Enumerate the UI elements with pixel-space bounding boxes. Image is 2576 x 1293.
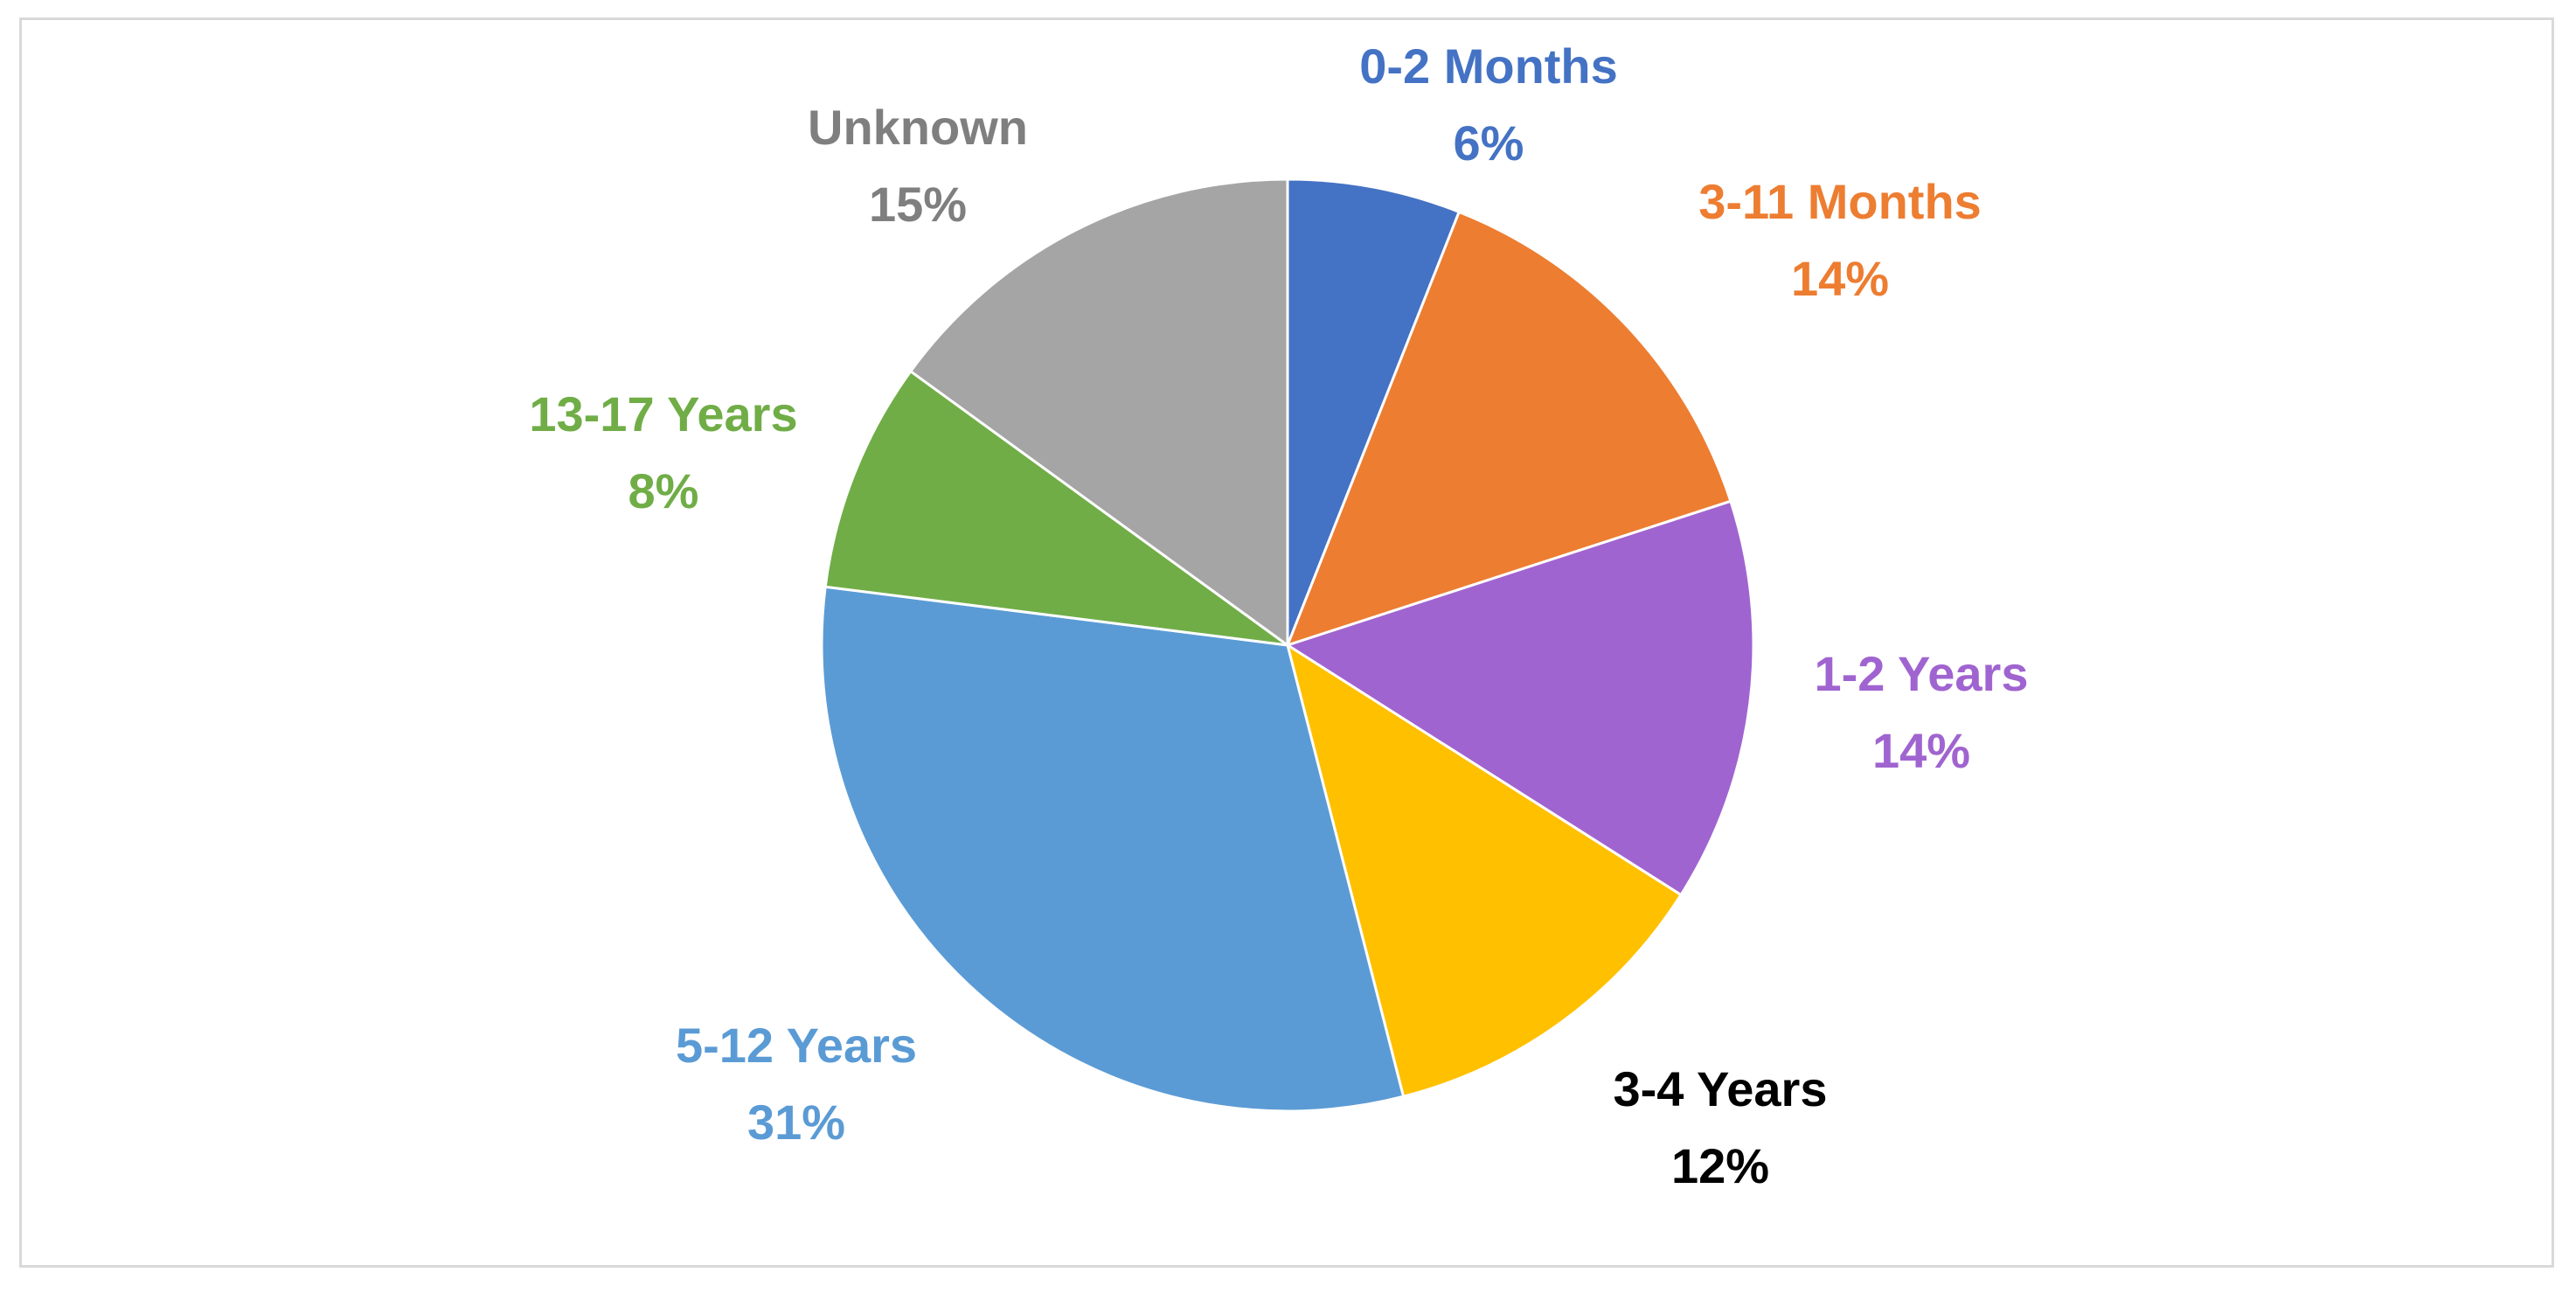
pie-slice-5-12-years [820, 585, 1406, 1113]
data-label-percent: 14% [1872, 723, 1970, 778]
data-label-percent: 12% [1671, 1138, 1769, 1193]
pie-slice-0-2-months [1286, 177, 1462, 646]
data-label-percent: 31% [747, 1095, 845, 1150]
data-label-percent: 8% [628, 463, 699, 518]
data-label-category: Unknown [808, 100, 1028, 155]
data-label-category: 1-2 Years [1815, 646, 2029, 701]
data-label-category: 5-12 Years [676, 1018, 917, 1073]
data-label-category: 0-2 Months [1359, 38, 1618, 94]
pie-slice-3-4-years [1285, 642, 1684, 1099]
data-label-category: 13-17 Years [529, 386, 797, 441]
data-label-category: 3-11 Months [1698, 174, 1982, 229]
data-label-category: 3-4 Years [1614, 1061, 1828, 1116]
data-label-percent: 15% [869, 177, 967, 232]
data-label-percent: 6% [1454, 115, 1524, 170]
pie-slice-13-17-years [823, 369, 1288, 647]
pie-slice-1-2-years [1284, 499, 1755, 897]
pie-slices [820, 177, 1755, 1113]
pie-slice-unknown [908, 177, 1289, 648]
data-label-percent: 14% [1791, 251, 1889, 306]
pie-labels: 0-2 Months 6% 3-11 Months 14% 1-2 Years 14% 3-… [529, 38, 2028, 1193]
